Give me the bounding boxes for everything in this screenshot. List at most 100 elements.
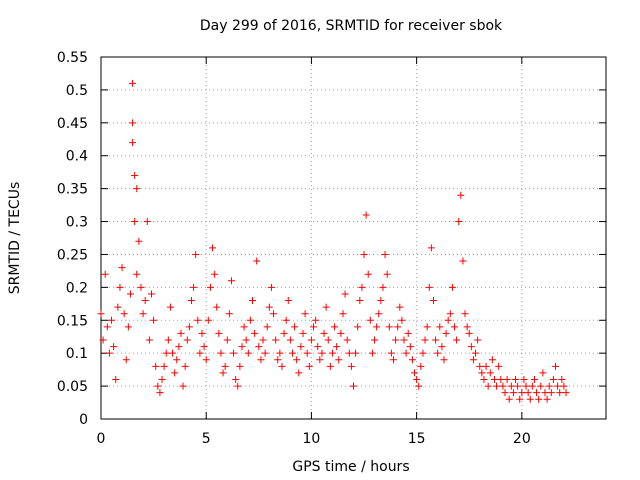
data-point-marker: [318, 349, 326, 357]
data-point-marker: [448, 283, 456, 291]
data-point-marker: [461, 310, 469, 318]
data-point-marker: [331, 323, 339, 331]
data-point-marker: [185, 323, 193, 331]
data-point-marker: [539, 369, 547, 377]
data-point-marker: [137, 283, 145, 291]
data-point-marker: [490, 376, 498, 384]
data-point-marker: [145, 336, 153, 344]
data-point-marker: [556, 389, 564, 397]
data-point-marker: [463, 323, 471, 331]
data-point-marker: [533, 389, 541, 397]
data-point-marker: [112, 376, 120, 384]
data-point-marker: [183, 336, 191, 344]
data-point-marker: [305, 362, 313, 370]
data-point-marker: [429, 297, 437, 305]
y-tick-label: 0.1: [66, 346, 88, 362]
data-point-marker: [482, 362, 490, 370]
y-tick-label: 0.45: [57, 116, 88, 132]
data-point-marker: [413, 376, 421, 384]
data-point-marker: [320, 329, 328, 337]
data-point-marker: [253, 257, 261, 265]
data-point-marker: [438, 343, 446, 351]
y-tick-label: 0.25: [57, 247, 88, 263]
data-point-marker: [278, 362, 286, 370]
data-point-marker: [152, 362, 160, 370]
data-point-marker: [337, 329, 345, 337]
data-point-marker: [392, 336, 400, 344]
data-point-marker: [503, 376, 511, 384]
data-point-marker: [118, 264, 126, 272]
data-point-marker: [352, 349, 360, 357]
data-point-marker: [387, 349, 395, 357]
data-point-marker: [509, 389, 517, 397]
data-point-marker: [465, 329, 473, 337]
data-point-marker: [162, 349, 170, 357]
data-point-marker: [280, 329, 288, 337]
data-point-marker: [476, 362, 484, 370]
y-tick-labels: 0 0.05 0.1 0.15 0.2 0.25 0.3 0.35 0.4 0.45 0.5 0.55: [57, 50, 88, 428]
data-point-marker: [512, 376, 520, 384]
data-point-marker: [547, 389, 555, 397]
data-point-marker: [242, 336, 250, 344]
y-tick-label: 0.5: [66, 83, 88, 99]
data-point-marker: [406, 343, 414, 351]
data-point-marker: [453, 336, 461, 344]
data-point-marker: [467, 343, 475, 351]
data-point-marker: [244, 349, 252, 357]
data-point-marker: [225, 310, 233, 318]
data-point-marker: [141, 297, 149, 305]
data-point-marker: [169, 349, 177, 357]
data-point-marker: [389, 356, 397, 364]
data-point-marker: [171, 369, 179, 377]
data-point-marker: [133, 185, 141, 193]
data-point-marker: [472, 349, 480, 357]
data-point-marker: [272, 336, 280, 344]
data-point-marker: [238, 343, 246, 351]
data-point-marker: [122, 356, 130, 364]
data-point-marker: [415, 382, 423, 390]
data-point-marker: [274, 356, 282, 364]
y-axis-label: SRMTID / TECUs: [7, 182, 23, 295]
data-point-marker: [133, 270, 141, 278]
data-point-marker: [354, 323, 362, 331]
data-point-marker: [230, 349, 238, 357]
data-point-marker: [522, 382, 530, 390]
data-point-marker: [299, 329, 307, 337]
data-point-marker: [396, 303, 404, 311]
data-point-marker: [293, 356, 301, 364]
data-point-marker: [335, 356, 343, 364]
data-point-marker: [350, 382, 357, 390]
data-point-marker: [131, 218, 139, 226]
data-point-marker: [385, 323, 393, 331]
data-point-marker: [173, 356, 181, 364]
data-point-marker: [267, 283, 275, 291]
data-point-marker: [404, 329, 412, 337]
data-point-marker: [249, 297, 256, 305]
data-point-marker: [371, 336, 379, 344]
data-point-marker: [217, 349, 225, 357]
data-point-marker: [541, 389, 549, 397]
data-point-marker: [206, 283, 214, 291]
data-point-marker: [444, 316, 452, 324]
data-point-marker: [124, 323, 132, 331]
data-point-marker: [120, 310, 128, 318]
x-tick-label: 0: [97, 431, 106, 447]
data-point-marker: [187, 297, 195, 305]
data-point-marker: [126, 290, 134, 298]
x-axis-label: GPS time / hours: [292, 459, 409, 475]
data-point-marker: [116, 283, 124, 291]
data-point-marker: [150, 316, 158, 324]
data-point-marker: [129, 79, 137, 87]
plot-frame: [100, 56, 607, 420]
y-tick-label: 0.2: [66, 280, 88, 296]
data-point-marker: [310, 323, 318, 331]
data-point-marker: [166, 303, 174, 311]
y-tick-label: 0.15: [57, 313, 88, 329]
data-point-marker: [322, 303, 330, 311]
data-point-marker: [339, 310, 347, 318]
x-tick-label: 15: [408, 431, 426, 447]
data-point-marker: [316, 356, 324, 364]
data-point-marker: [457, 191, 465, 199]
data-point-marker: [219, 369, 227, 377]
data-point-marker: [436, 323, 444, 331]
